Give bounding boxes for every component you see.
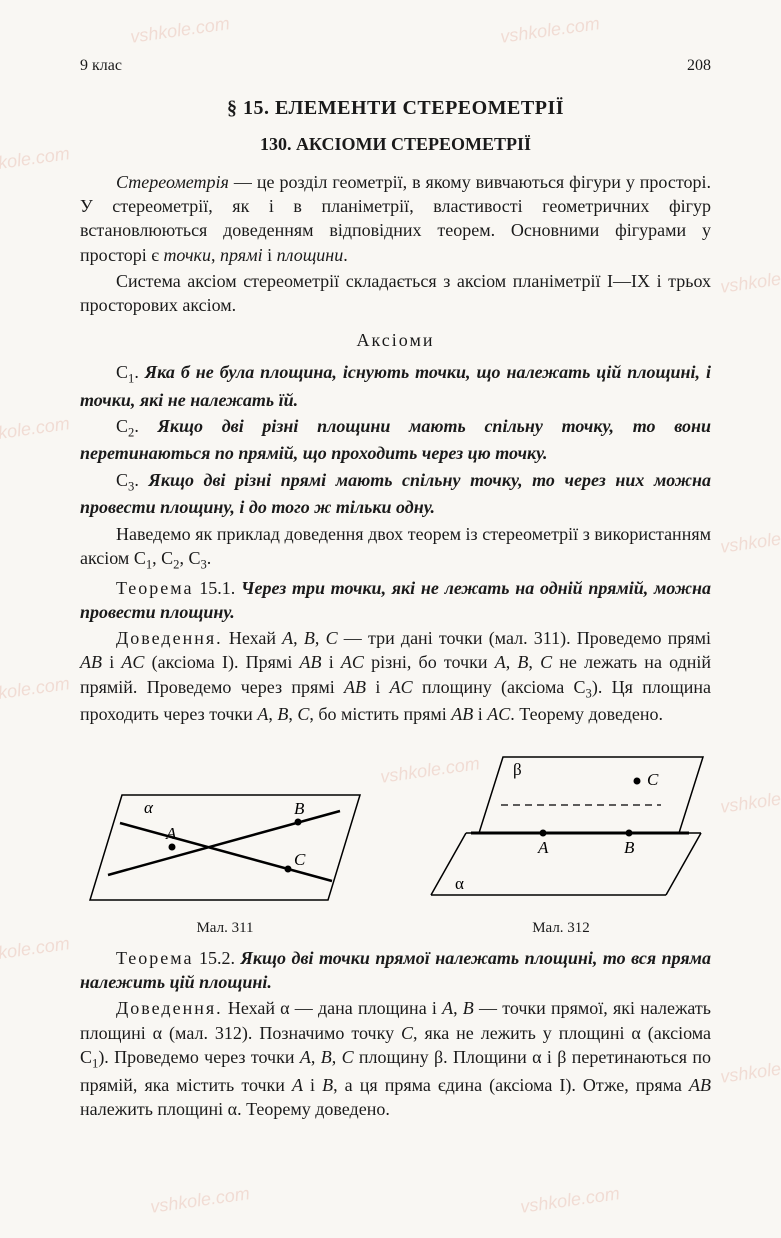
proof-15-1: Доведення. Нехай A, B, C — три дані точк… bbox=[80, 626, 711, 726]
axiom-c3: С3. Якщо дві різні прямі мають спільну т… bbox=[80, 468, 711, 520]
axiom-c2: С2. Якщо дві різні площини мають спільну… bbox=[80, 414, 711, 466]
watermark: vshkole.com bbox=[149, 1183, 251, 1218]
diagram-312: β α A B C bbox=[411, 745, 711, 910]
intro-paragraph-1: Стереометрія — це розділ геометрії, в як… bbox=[80, 170, 711, 267]
axioms-heading: Аксіоми bbox=[80, 328, 711, 352]
page-header: 9 клас 208 bbox=[80, 55, 711, 77]
example-intro: Наведемо як приклад доведення двох теоре… bbox=[80, 522, 711, 574]
svg-text:β: β bbox=[513, 760, 522, 779]
figure-312: β α A B C Мал. 312 bbox=[411, 745, 711, 938]
svg-text:B: B bbox=[294, 799, 305, 818]
svg-text:A: A bbox=[165, 824, 177, 843]
theorem-15-1: Теорема 15.1. Через три точки, які не ле… bbox=[80, 576, 711, 625]
intro-paragraph-2: Система аксіом стереометрії складається … bbox=[80, 269, 711, 318]
figures-row: αABC Мал. 311 βαABC Мал. 312 bbox=[80, 745, 711, 938]
watermark: vshkole.com bbox=[519, 1183, 621, 1218]
svg-text:α: α bbox=[144, 798, 154, 817]
figure-311-caption: Мал. 311 bbox=[196, 918, 253, 938]
axiom-c1: С1. Яка б не була площина, існують точки… bbox=[80, 360, 711, 412]
svg-text:A: A bbox=[537, 838, 549, 857]
subsection-title: 130. АКСІОМИ СТЕРЕОМЕТРІЇ bbox=[80, 132, 711, 156]
grade-label: 9 клас bbox=[80, 55, 122, 77]
svg-text:B: B bbox=[624, 838, 635, 857]
svg-text:C: C bbox=[647, 770, 659, 789]
textbook-page: 9 клас 208 § 15. ЕЛЕМЕНТИ СТЕРЕОМЕТРІЇ 1… bbox=[0, 0, 781, 1163]
svg-text:α: α bbox=[455, 874, 464, 893]
diagram-311: αA B C bbox=[80, 765, 370, 910]
figure-311: αA B C Мал. 311 bbox=[80, 765, 370, 938]
theorem-15-2: Теорема 15.2. Якщо дві точки прямої нале… bbox=[80, 946, 711, 995]
page-number: 208 bbox=[687, 55, 711, 77]
figure-312-caption: Мал. 312 bbox=[532, 918, 590, 938]
proof-15-2: Доведення. Нехай α — дана площина і A, B… bbox=[80, 996, 711, 1121]
svg-text:C: C bbox=[294, 850, 306, 869]
section-title: § 15. ЕЛЕМЕНТИ СТЕРЕОМЕТРІЇ bbox=[80, 95, 711, 122]
